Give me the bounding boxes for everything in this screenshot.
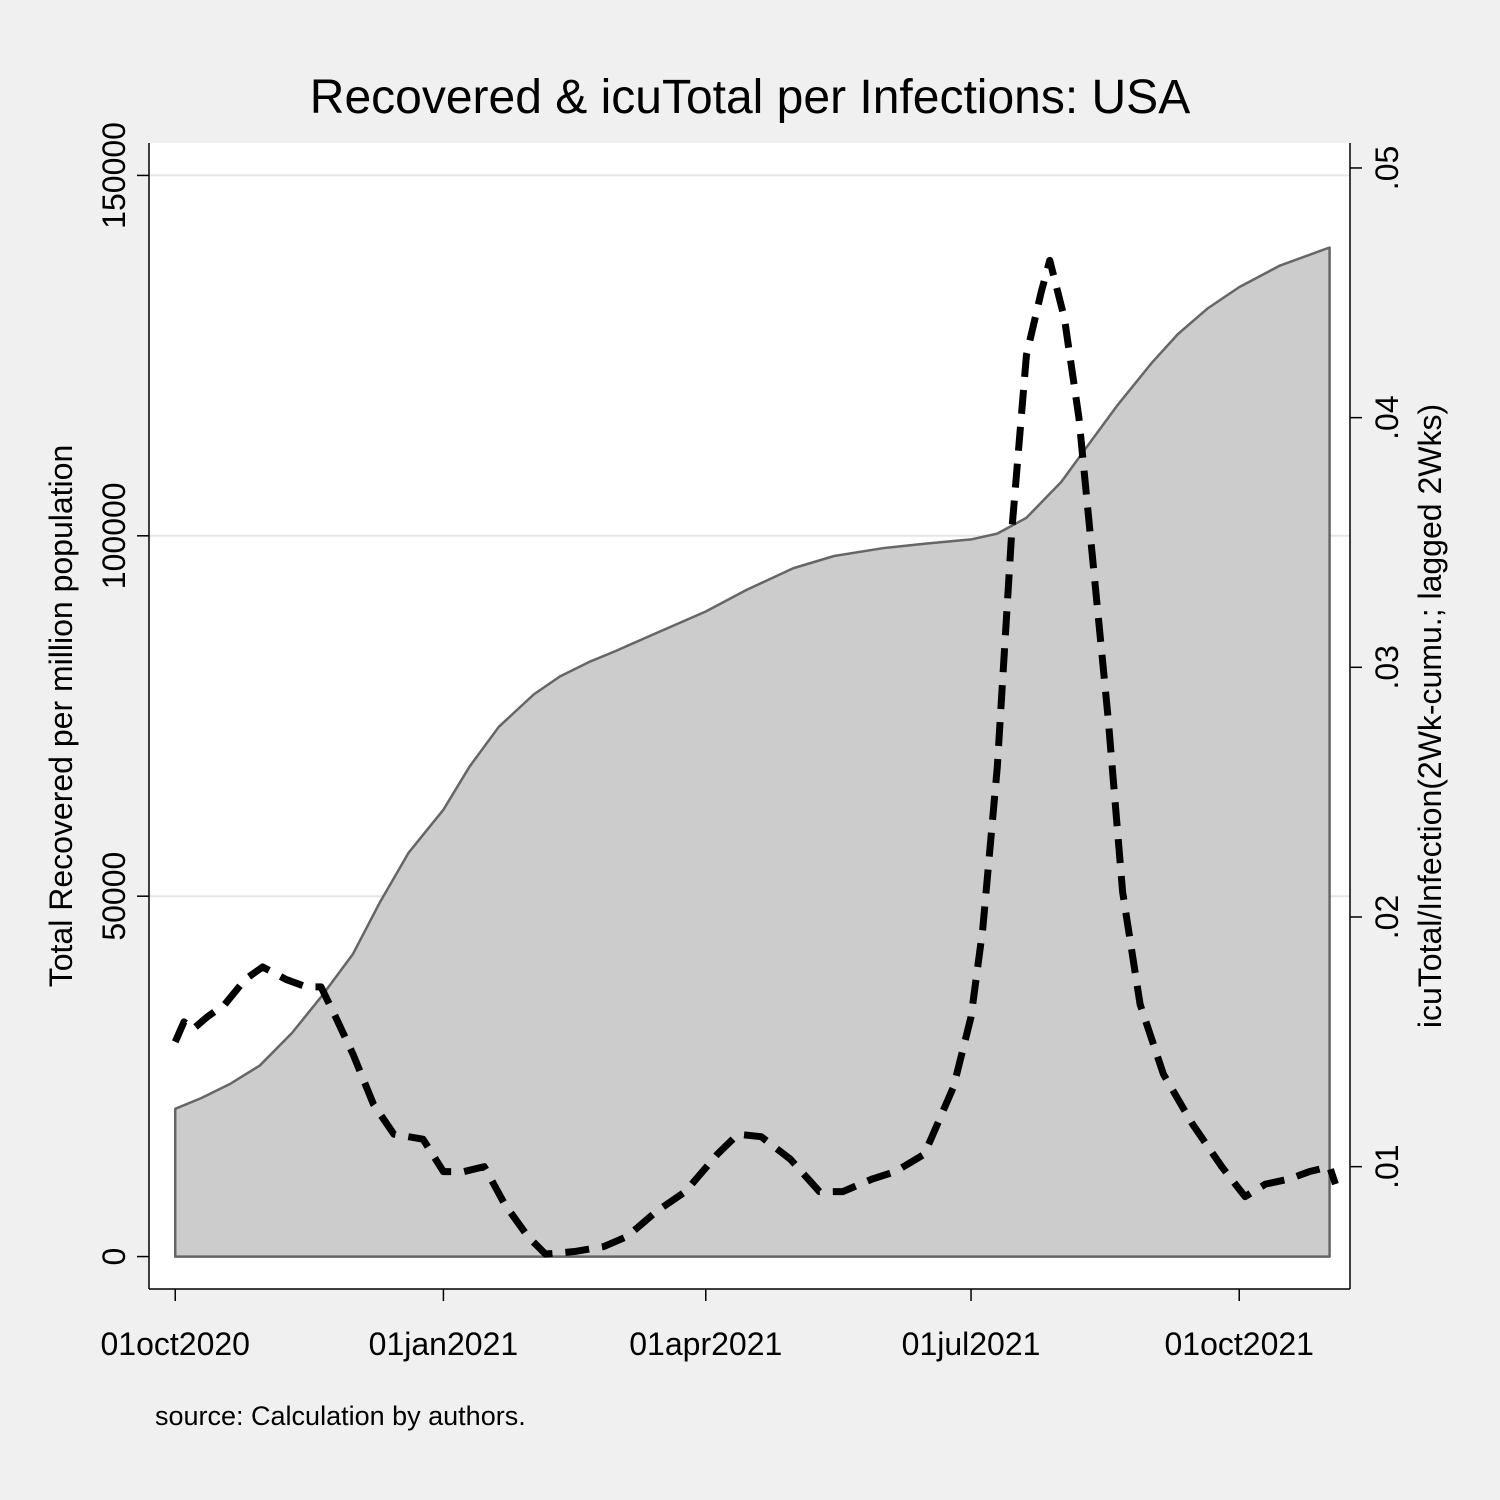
right-tick-label-4: .05 bbox=[1369, 146, 1405, 190]
axes bbox=[148, 143, 1351, 1290]
chart-title: Recovered & icuTotal per Infections: USA bbox=[310, 71, 1190, 124]
right-tick-label-2: .03 bbox=[1369, 645, 1405, 689]
series-layer bbox=[172, 246, 1339, 1258]
tick-marks: 0 50000 100000 150000 .01 .02 .03 .04 .05 01oct20… bbox=[96, 122, 1405, 1362]
right-tick-label-1: .02 bbox=[1369, 895, 1405, 939]
right-axis-label: icuTotal/Infection(2Wk-cumu.; lagged 2Wk… bbox=[1412, 404, 1448, 1028]
x-tick-label-0: 01oct2020 bbox=[101, 1326, 250, 1362]
right-tick-label-3: .04 bbox=[1369, 395, 1405, 439]
left-tick-label-2: 100000 bbox=[96, 482, 132, 589]
left-tick-label-0: 0 bbox=[96, 1248, 132, 1266]
x-tick-label-1: 01jan2021 bbox=[369, 1326, 518, 1362]
source-note: source: Calculation by authors. bbox=[155, 1401, 526, 1431]
left-axis-label: Total Recovered per million population bbox=[43, 445, 79, 988]
dashed-series-1 bbox=[172, 256, 1339, 1258]
right-tick-label-0: .01 bbox=[1369, 1144, 1405, 1188]
left-tick-label-3: 150000 bbox=[96, 122, 132, 229]
x-tick-label-3: 01jul2021 bbox=[902, 1326, 1041, 1362]
left-tick-label-1: 50000 bbox=[96, 852, 132, 941]
x-tick-label-4: 01oct2021 bbox=[1164, 1326, 1313, 1362]
x-tick-label-2: 01apr2021 bbox=[629, 1326, 782, 1362]
